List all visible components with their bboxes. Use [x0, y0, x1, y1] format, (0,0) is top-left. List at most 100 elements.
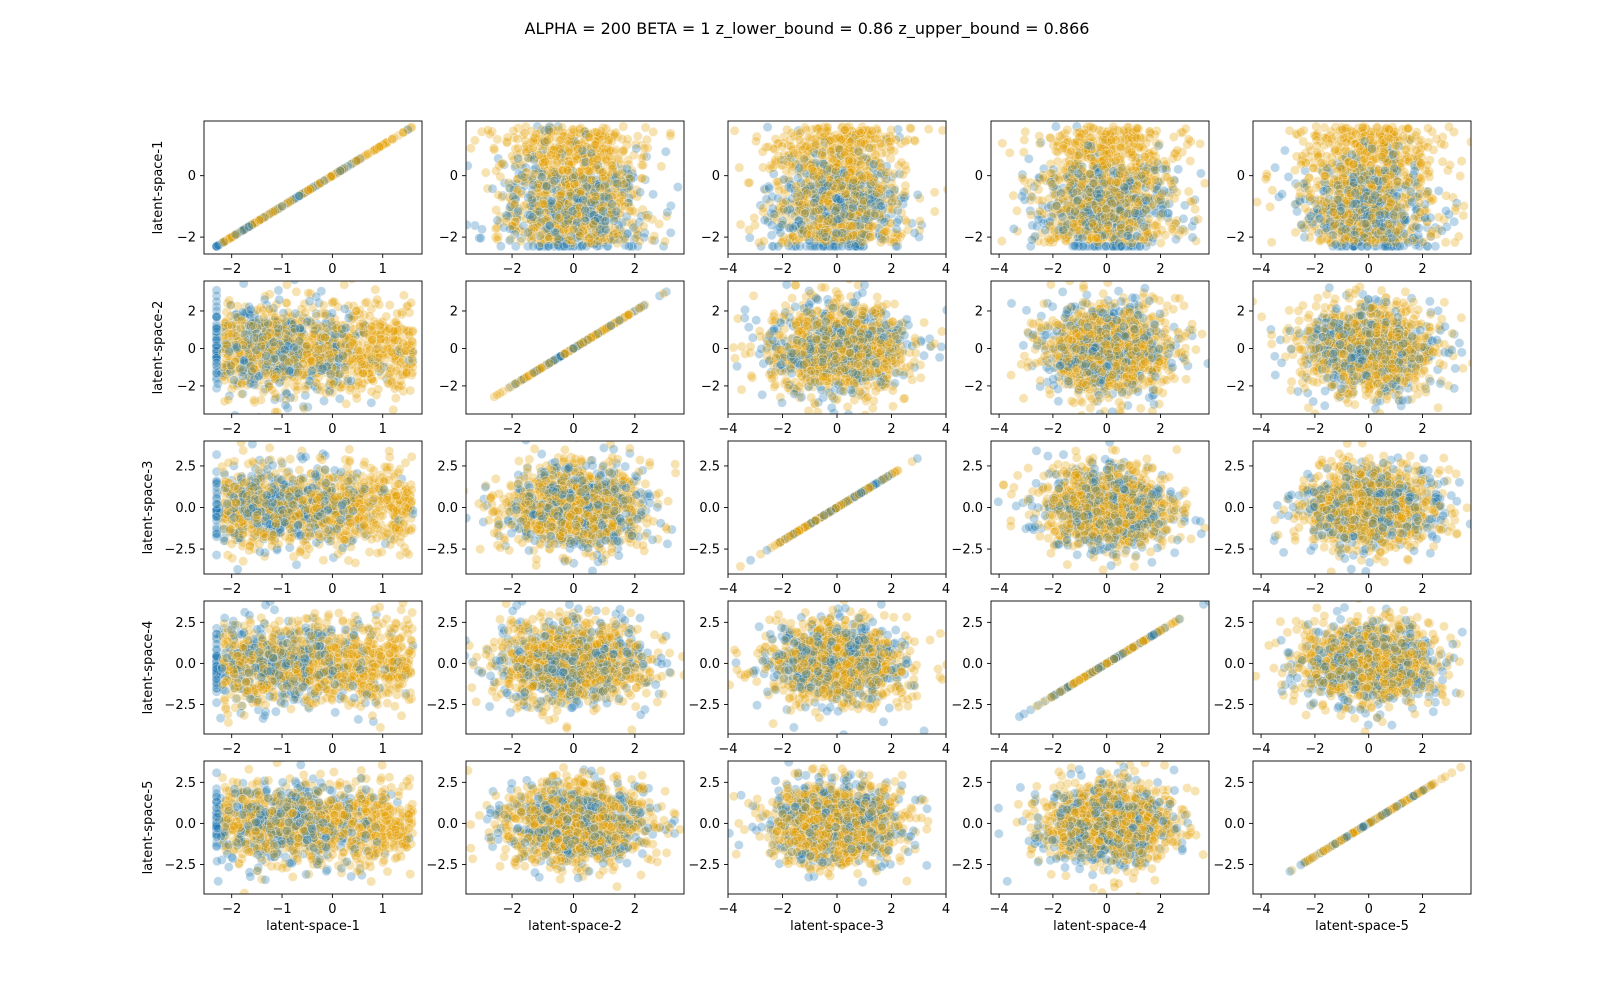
- data-point: [666, 200, 676, 211]
- data-point: [560, 144, 571, 155]
- data-point: [628, 217, 638, 228]
- data-point: [826, 182, 836, 193]
- data-point: [469, 135, 480, 146]
- data-point: [576, 188, 587, 199]
- data-point: [256, 213, 267, 224]
- data-point: [826, 131, 836, 142]
- data-point: [552, 189, 562, 200]
- data-point: [1004, 147, 1015, 158]
- data-point: [833, 206, 843, 217]
- data-point: [785, 198, 795, 209]
- data-point: [793, 131, 803, 142]
- data-point: [617, 146, 628, 157]
- data-point: [549, 154, 560, 164]
- data-point: [909, 228, 920, 238]
- data-point: [814, 205, 825, 215]
- data-point: [1117, 162, 1128, 173]
- data-point: [534, 175, 544, 186]
- data-point: [552, 156, 563, 166]
- data-point: [874, 166, 885, 177]
- data-point: [555, 187, 566, 198]
- data-point: [607, 199, 617, 210]
- data-point: [878, 180, 888, 191]
- data-point: [402, 124, 413, 135]
- data-point: [511, 211, 521, 222]
- data-point: [603, 203, 614, 214]
- data-point: [534, 182, 545, 193]
- data-point: [551, 184, 562, 195]
- data-point: [560, 235, 571, 246]
- data-point: [509, 222, 520, 233]
- data-point: [557, 165, 568, 176]
- data-point: [552, 149, 563, 160]
- data-point: [568, 142, 579, 153]
- data-point: [787, 223, 798, 234]
- data-point: [591, 174, 601, 185]
- data-point: [784, 159, 795, 170]
- data-point: [553, 143, 564, 153]
- data-point: [592, 193, 602, 204]
- data-point: [593, 181, 603, 192]
- data-point: [602, 143, 613, 154]
- data-point: [498, 222, 509, 233]
- data-point: [861, 186, 871, 197]
- data-point: [834, 225, 845, 236]
- data-point: [291, 192, 302, 203]
- data-point: [474, 233, 485, 243]
- data-point: [375, 141, 385, 152]
- data-point: [562, 164, 572, 175]
- data-point: [547, 144, 558, 155]
- data-point: [577, 151, 588, 161]
- data-point: [580, 147, 591, 158]
- data-point: [597, 171, 607, 182]
- data-point: [230, 229, 241, 240]
- data-point: [819, 194, 830, 205]
- data-point: [837, 241, 847, 252]
- data-point: [542, 233, 553, 244]
- data-point: [592, 164, 603, 175]
- data-point: [507, 196, 518, 207]
- data-point: [835, 194, 846, 205]
- data-point: [556, 206, 567, 217]
- data-point: [786, 127, 797, 138]
- data-point: [996, 236, 1007, 246]
- data-point: [218, 237, 228, 248]
- data-point: [870, 171, 881, 182]
- data-point: [493, 189, 504, 200]
- data-point: [802, 229, 813, 240]
- data-point: [581, 209, 592, 219]
- data-point: [630, 207, 641, 218]
- data-point: [569, 226, 580, 237]
- data-point: [564, 134, 575, 145]
- data-point: [539, 180, 550, 191]
- data-point: [211, 241, 222, 252]
- data-point: [818, 235, 829, 246]
- data-point: [596, 205, 607, 215]
- data-point: [547, 123, 558, 134]
- data-point: [825, 189, 835, 200]
- data-point: [529, 218, 539, 229]
- data-point: [814, 123, 825, 134]
- data-point: [583, 152, 594, 163]
- data-point: [596, 187, 607, 198]
- data-point: [581, 231, 592, 242]
- data-point: [576, 215, 587, 226]
- data-point: [823, 216, 833, 226]
- data-point: [779, 131, 789, 142]
- data-point: [632, 131, 643, 142]
- data-point: [590, 198, 601, 209]
- data-point: [588, 182, 598, 193]
- data-point: [865, 178, 876, 189]
- data-point: [531, 206, 542, 217]
- data-point: [603, 173, 613, 183]
- data-point: [575, 146, 586, 156]
- data-point: [871, 182, 882, 193]
- data-point: [587, 229, 598, 240]
- data-point: [897, 228, 907, 239]
- data-point: [579, 157, 590, 168]
- x-tick-label: 0: [1103, 262, 1111, 277]
- data-point: [534, 157, 544, 168]
- data-point: [636, 211, 647, 221]
- data-point: [833, 207, 843, 218]
- data-point: [551, 149, 561, 160]
